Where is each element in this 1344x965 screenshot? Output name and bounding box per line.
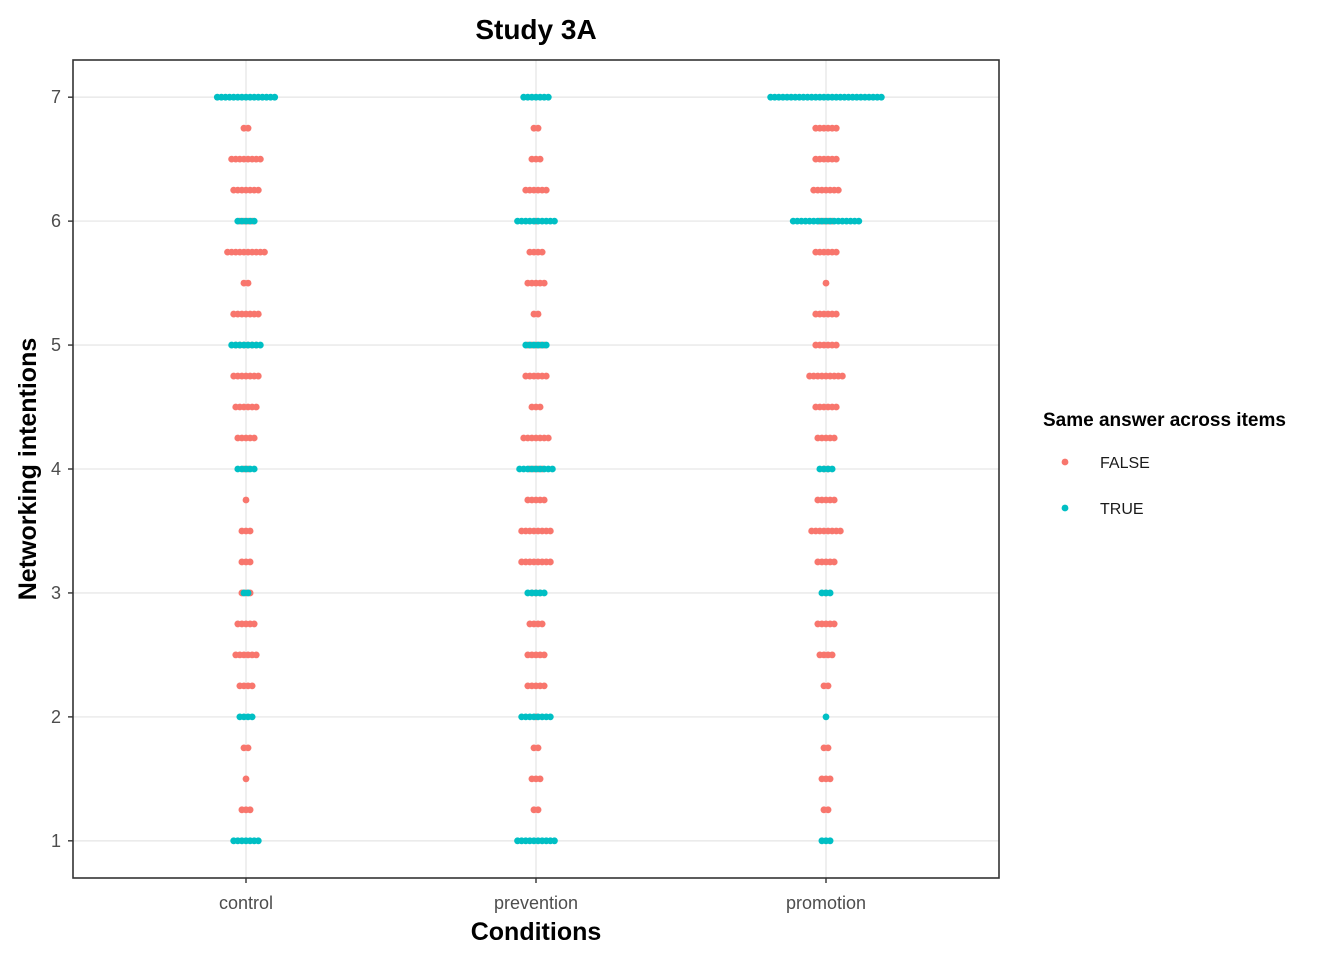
point-false	[832, 124, 840, 132]
point-false	[824, 744, 832, 752]
point-false	[834, 186, 842, 194]
y-tick-label: 4	[51, 459, 61, 479]
point-false	[830, 558, 838, 566]
point-false	[824, 806, 832, 814]
legend-key-true	[1061, 504, 1069, 512]
point-true	[549, 465, 556, 473]
point-false	[540, 651, 548, 659]
point-false	[546, 558, 554, 566]
y-tick-label: 5	[51, 335, 61, 355]
point-true	[855, 217, 863, 225]
point-true	[244, 589, 252, 597]
point-false	[540, 496, 548, 504]
legend-label-true: TRUE	[1100, 501, 1144, 518]
point-false	[828, 651, 836, 659]
point-false	[839, 372, 846, 380]
point-true	[877, 93, 885, 101]
point-true	[248, 713, 256, 721]
point-false	[832, 155, 840, 163]
point-false	[536, 403, 544, 411]
point-false	[242, 496, 250, 504]
point-false	[252, 651, 260, 659]
point-false	[246, 558, 254, 566]
y-axis-title: Networking intentions	[14, 338, 42, 601]
point-true	[828, 465, 836, 473]
x-axis-title: Conditions	[471, 918, 602, 946]
chart-title: Study 3A	[475, 14, 596, 45]
point-true	[271, 93, 279, 101]
point-false	[534, 806, 542, 814]
points-layer	[213, 93, 885, 845]
y-tick-label: 2	[51, 707, 61, 727]
point-false	[830, 496, 838, 504]
point-false	[246, 806, 254, 814]
point-true	[546, 713, 554, 721]
point-true	[540, 589, 548, 597]
point-false	[254, 372, 262, 380]
point-false	[832, 341, 840, 349]
point-false	[832, 403, 840, 411]
legend-key-false	[1061, 458, 1069, 466]
point-true	[822, 713, 830, 721]
point-false	[544, 434, 552, 442]
legend-label-false: FALSE	[1100, 455, 1150, 472]
point-false	[542, 186, 550, 194]
point-false	[836, 527, 844, 535]
point-false	[534, 124, 542, 132]
point-false	[252, 403, 260, 411]
point-true	[826, 589, 834, 597]
point-false	[261, 248, 268, 256]
x-tick-label: prevention	[494, 893, 578, 913]
point-true	[551, 217, 558, 225]
point-false	[540, 682, 548, 690]
point-false	[254, 310, 262, 318]
point-false	[250, 620, 258, 628]
point-false	[256, 155, 264, 163]
legend: Same answer across items FALSE TRUE	[1043, 410, 1286, 518]
point-false	[542, 372, 550, 380]
point-false	[830, 434, 838, 442]
y-tick-label: 6	[51, 211, 61, 231]
point-false	[244, 744, 252, 752]
x-tick-label: promotion	[786, 893, 866, 913]
point-true	[250, 465, 258, 473]
point-false	[536, 775, 544, 783]
point-true	[551, 837, 558, 845]
point-false	[538, 620, 546, 628]
point-false	[826, 775, 834, 783]
x-axis: control prevention promotion	[219, 878, 866, 913]
y-tick-label: 3	[51, 583, 61, 603]
point-false	[250, 434, 258, 442]
point-true	[256, 341, 264, 349]
point-false	[540, 279, 548, 287]
point-false	[534, 310, 542, 318]
point-false	[536, 155, 544, 163]
point-false	[822, 279, 830, 287]
point-false	[248, 682, 256, 690]
y-tick-label: 1	[51, 831, 61, 851]
point-false	[244, 279, 252, 287]
point-true	[542, 341, 550, 349]
y-tick-label: 7	[51, 87, 61, 107]
point-false	[832, 310, 840, 318]
point-true	[544, 93, 552, 101]
y-axis: 1 2 3 4 5 6 7	[51, 87, 73, 851]
point-false	[254, 186, 262, 194]
point-false	[538, 248, 546, 256]
point-true	[254, 837, 262, 845]
point-true	[826, 837, 834, 845]
point-false	[830, 620, 838, 628]
point-false	[246, 527, 254, 535]
point-false	[832, 248, 840, 256]
legend-title: Same answer across items	[1043, 410, 1286, 431]
x-tick-label: control	[219, 893, 273, 913]
point-false	[534, 744, 542, 752]
point-false	[546, 527, 554, 535]
point-true	[250, 217, 258, 225]
point-false	[824, 682, 832, 690]
point-false	[244, 124, 252, 132]
point-false	[242, 775, 250, 783]
